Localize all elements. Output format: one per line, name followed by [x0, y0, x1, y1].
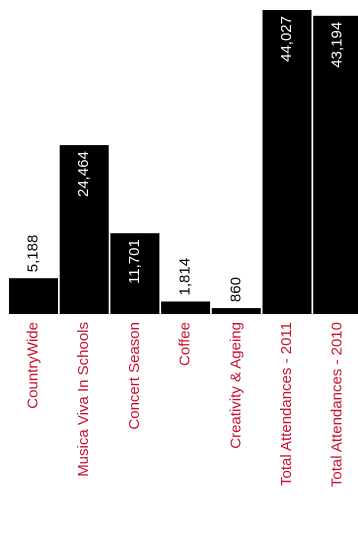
value-label-4: 860 — [227, 277, 244, 302]
category-label-2: Concert Season — [126, 322, 143, 430]
value-label-5: 44,027 — [278, 16, 295, 62]
category-label-0: CountryWide — [24, 322, 41, 409]
value-label-1: 24,464 — [75, 151, 92, 197]
category-label-5: Total Attendances - 2011 — [278, 322, 295, 486]
category-label-6: Total Attendances - 2010 — [329, 322, 346, 487]
bar-3 — [161, 301, 211, 314]
bar-0 — [9, 278, 58, 314]
bar-2 — [110, 233, 160, 314]
value-label-2: 11,701 — [126, 239, 143, 284]
bar-1 — [59, 145, 109, 314]
bar-6 — [313, 15, 358, 315]
category-label-1: Musica Viva In Schools — [75, 322, 92, 477]
category-label-3: Coffee — [177, 322, 194, 366]
value-label-6: 43,194 — [329, 22, 346, 68]
value-label-0: 5,188 — [24, 235, 41, 273]
bar-5 — [262, 10, 312, 314]
value-label-3: 1,814 — [177, 258, 194, 296]
category-label-4: Creativity & Ageing — [227, 322, 244, 449]
bar-4 — [211, 308, 261, 314]
